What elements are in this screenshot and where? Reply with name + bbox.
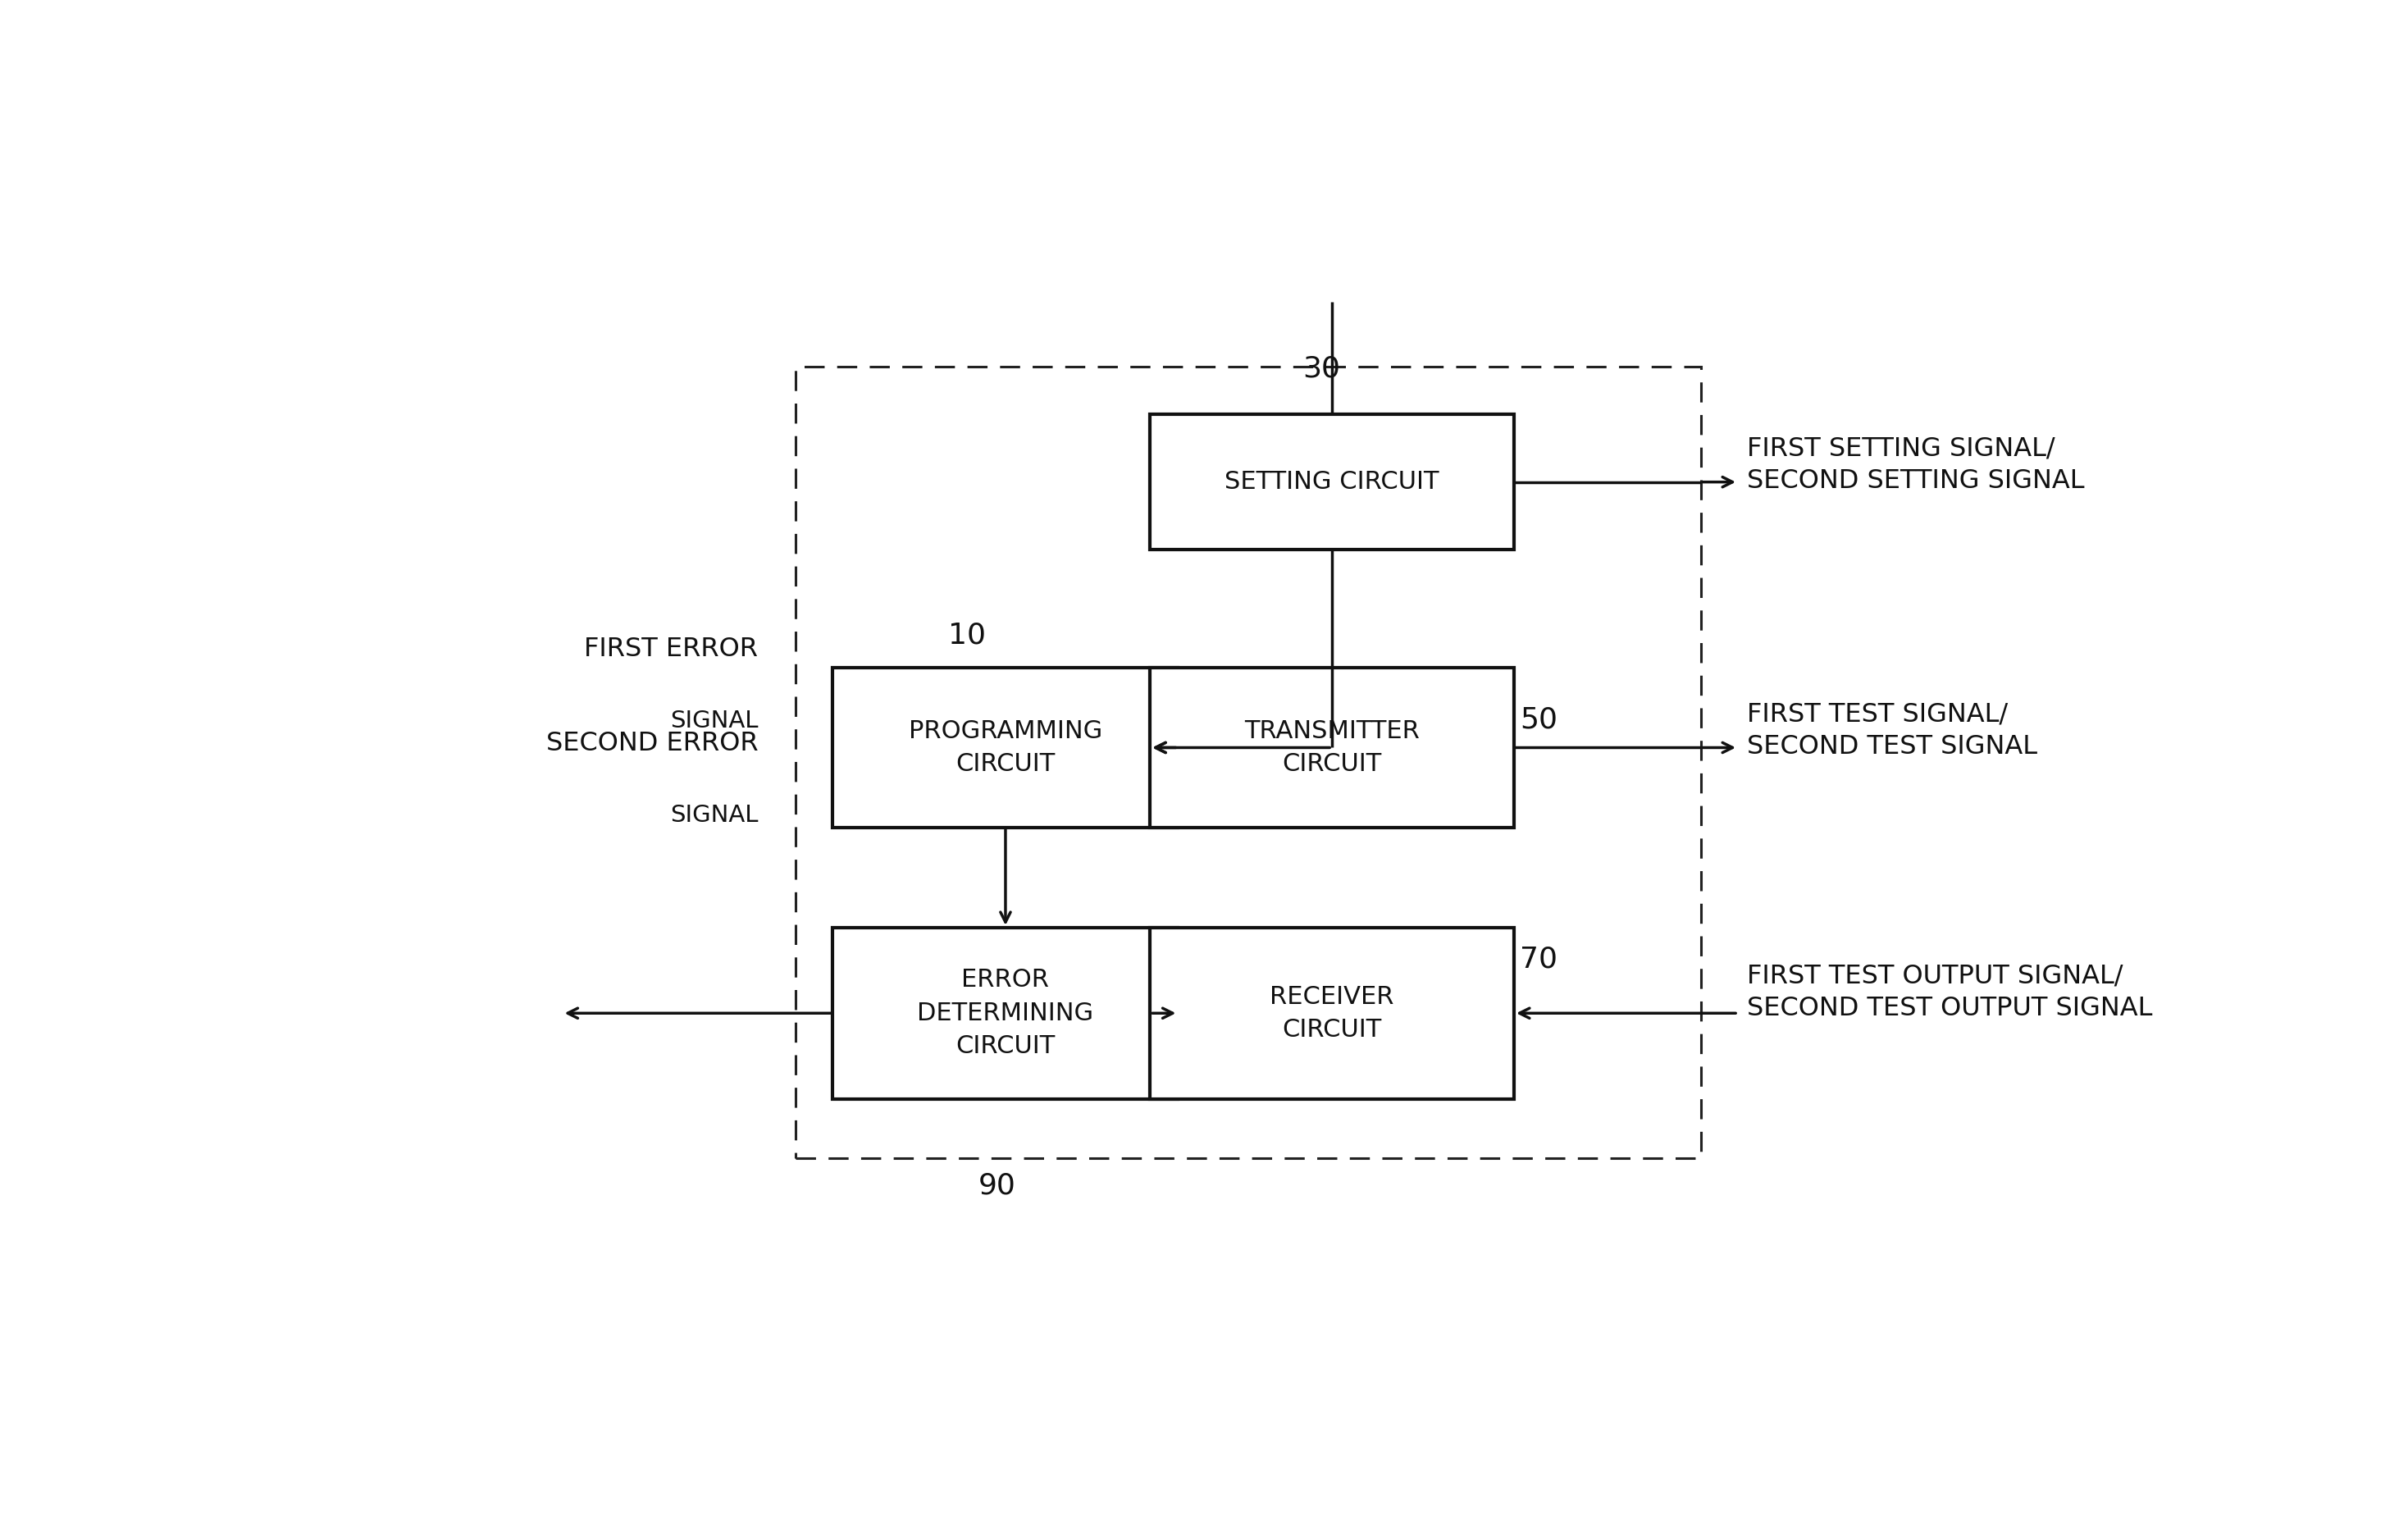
Bar bbox=[1151, 927, 1515, 1099]
Text: 30: 30 bbox=[1303, 354, 1341, 382]
Text: SIGNAL: SIGNAL bbox=[669, 710, 759, 733]
Text: SETTING CIRCUIT: SETTING CIRCUIT bbox=[1226, 471, 1440, 494]
Text: FIRST TEST SIGNAL/
SECOND TEST SIGNAL: FIRST TEST SIGNAL/ SECOND TEST SIGNAL bbox=[1748, 702, 2037, 759]
Bar bbox=[1151, 668, 1515, 828]
Text: 90: 90 bbox=[978, 1171, 1016, 1200]
Text: ERROR
DETERMINING
CIRCUIT: ERROR DETERMINING CIRCUIT bbox=[917, 967, 1093, 1058]
Text: FIRST ERROR: FIRST ERROR bbox=[585, 636, 759, 662]
Bar bbox=[795, 366, 1700, 1157]
Text: RECEIVER
CIRCUIT: RECEIVER CIRCUIT bbox=[1269, 984, 1394, 1042]
Text: PROGRAMMING
CIRCUIT: PROGRAMMING CIRCUIT bbox=[908, 719, 1103, 776]
Text: TRANSMITTER
CIRCUIT: TRANSMITTER CIRCUIT bbox=[1245, 719, 1421, 776]
Text: 50: 50 bbox=[1519, 705, 1558, 734]
Text: 10: 10 bbox=[949, 621, 987, 648]
Text: FIRST TEST OUTPUT SIGNAL/
SECOND TEST OUTPUT SIGNAL: FIRST TEST OUTPUT SIGNAL/ SECOND TEST OU… bbox=[1748, 964, 2153, 1021]
Bar bbox=[833, 668, 1178, 828]
Text: SIGNAL: SIGNAL bbox=[669, 803, 759, 826]
Text: FIRST SETTING SIGNAL/
SECOND SETTING SIGNAL: FIRST SETTING SIGNAL/ SECOND SETTING SIG… bbox=[1748, 435, 2085, 494]
Text: 70: 70 bbox=[1519, 946, 1558, 973]
Bar bbox=[1151, 414, 1515, 550]
Text: SECOND ERROR: SECOND ERROR bbox=[547, 731, 759, 756]
Bar bbox=[833, 927, 1178, 1099]
